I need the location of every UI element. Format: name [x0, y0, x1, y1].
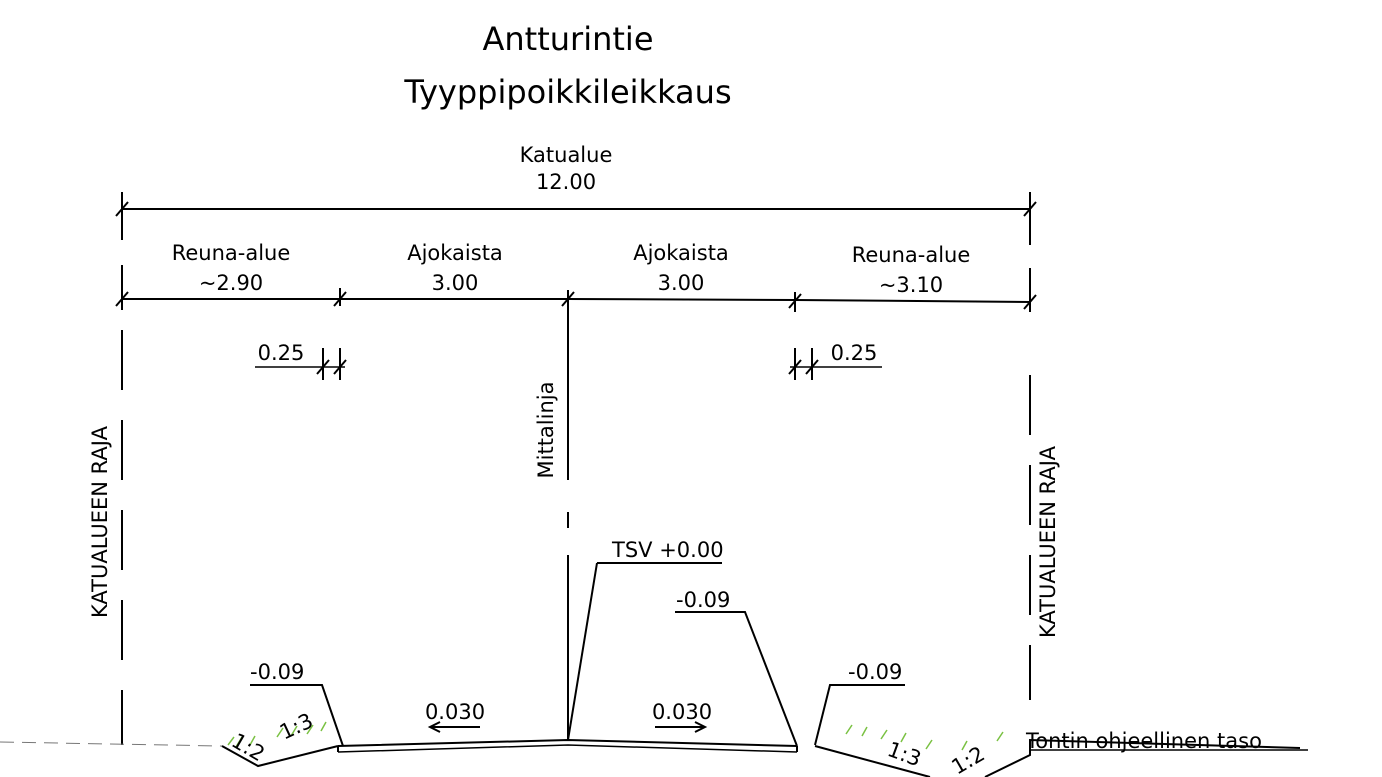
- boundary-label: KATUALUEEN RAJA: [1036, 445, 1060, 638]
- cross-fall: 0.030: [652, 700, 712, 724]
- slope-label: 1:2: [948, 742, 989, 777]
- segment-label: Ajokaista: [407, 241, 503, 265]
- offset-value: 0.25: [831, 341, 878, 365]
- segment-value: ~3.10: [879, 273, 943, 297]
- elevation-label: -0.09: [848, 660, 902, 684]
- ground-label: Tontin ohjeellinen taso: [1025, 729, 1262, 753]
- title: Antturintie: [483, 20, 654, 58]
- centerline-label: Mittalinja: [534, 382, 558, 479]
- boundary-label: KATUALUEEN RAJA: [88, 425, 112, 618]
- cross-fall: 0.030: [425, 700, 485, 724]
- slope-label: 1:3: [276, 708, 317, 744]
- segment-value: 3.00: [432, 271, 479, 295]
- road-section: [0, 562, 1308, 777]
- elevation-label: -0.09: [676, 588, 730, 612]
- segment-label: Reuna-alue: [852, 243, 971, 267]
- total-label: Katualue: [520, 143, 613, 167]
- offset-value: 0.25: [258, 341, 305, 365]
- boundaries: [121, 290, 1031, 745]
- segment-label: Ajokaista: [633, 241, 729, 265]
- elevation-label: TSV +0.00: [611, 538, 724, 562]
- segment-value: 3.00: [658, 271, 705, 295]
- dimension-lines: [115, 192, 1037, 380]
- total-value: 12.00: [536, 170, 596, 194]
- subtitle: Tyyppipoikkileikkaus: [403, 73, 731, 111]
- elevation-label: -0.09: [250, 660, 304, 684]
- segment-label: Reuna-alue: [172, 241, 291, 265]
- segment-value: ~2.90: [199, 271, 263, 295]
- slope-label: 1:2: [228, 729, 269, 767]
